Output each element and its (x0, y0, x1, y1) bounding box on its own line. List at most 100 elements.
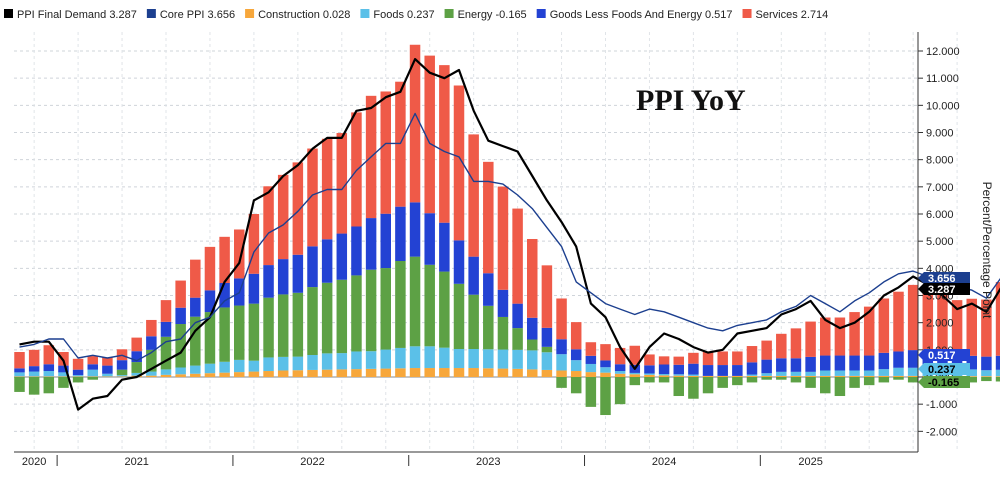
bar-construction-2024-08 (835, 376, 846, 377)
bar-services-2020-11 (175, 281, 186, 308)
y-axis-label: Percent/Percentage Point (980, 182, 994, 319)
bar-energy-2025-07 (996, 377, 1000, 381)
bar-construction-2022-12 (542, 370, 553, 377)
bar-goods-less-foods-and-energy-2022-03 (410, 202, 421, 256)
bar-goods-less-foods-and-energy-2021-02 (219, 283, 230, 307)
y-tick-label-8: 6.000 (926, 209, 954, 221)
bar-foods-2022-10 (512, 350, 523, 369)
bar-goods-less-foods-and-energy-2020-05 (88, 364, 99, 369)
bar-foods-2020-02 (44, 371, 55, 376)
bar-energy-2022-05 (439, 272, 450, 348)
bar-goods-less-foods-and-energy-2024-05 (791, 358, 802, 372)
bar-services-2024-01 (732, 351, 743, 365)
y-tick-label-1: -1.000 (926, 399, 957, 411)
year-label-2025: 2025 (798, 456, 822, 468)
bar-construction-2021-01 (205, 373, 216, 377)
bar-construction-2021-08 (307, 370, 318, 377)
y-tick-label-9: 7.000 (926, 182, 954, 194)
y-tick-label-11: 9.000 (926, 128, 954, 140)
legend-label-5: Goods Less Foods And Energy 0.517 (550, 9, 733, 21)
bar-services-2021-10 (337, 133, 348, 234)
bar-foods-2023-05 (615, 371, 626, 374)
bar-goods-less-foods-and-energy-2022-12 (542, 328, 553, 347)
bar-energy-2020-05 (88, 377, 99, 380)
bar-energy-2020-04 (73, 377, 84, 382)
bar-energy-2020-03 (58, 377, 68, 388)
bar-goods-less-foods-and-energy-2025-06 (981, 357, 992, 371)
bar-foods-2021-07 (293, 357, 304, 371)
bar-services-2022-07 (468, 134, 479, 256)
bar-energy-2022-10 (512, 328, 523, 350)
bar-energy-2023-10 (688, 377, 699, 399)
legend-swatch-4 (445, 9, 454, 18)
value-tag-3: 0.237 (918, 363, 970, 376)
bar-construction-2022-04 (424, 368, 435, 377)
bar-energy-2023-07 (644, 377, 655, 382)
bar-construction-2021-05 (263, 371, 274, 377)
bar-construction-2021-09 (322, 370, 333, 377)
bar-energy-2024-10 (864, 377, 875, 385)
bar-energy-2020-01 (29, 377, 40, 395)
bar-services-2019-12 (14, 352, 25, 368)
bar-goods-less-foods-and-energy-2024-10 (864, 356, 875, 371)
legend-swatch-1 (147, 9, 156, 18)
bar-energy-2024-04 (776, 377, 787, 380)
value-tag-4: -0.165 (918, 376, 970, 389)
y-tick-label-12: 10.000 (926, 100, 960, 112)
bar-services-2021-06 (278, 175, 289, 259)
bar-energy-2023-11 (703, 377, 714, 393)
bar-goods-less-foods-and-energy-2024-06 (805, 357, 816, 372)
bar-foods-2022-01 (381, 350, 392, 369)
bar-goods-less-foods-and-energy-2023-09 (674, 365, 685, 375)
bar-goods-less-foods-and-energy-2020-09 (146, 336, 157, 350)
bar-energy-2023-09 (674, 377, 685, 396)
bar-energy-2022-08 (483, 306, 494, 349)
bar-foods-2024-10 (864, 370, 875, 375)
bar-foods-2022-09 (498, 350, 509, 369)
bar-energy-2021-11 (351, 275, 362, 351)
bar-construction-2024-12 (893, 376, 904, 377)
bar-energy-2024-02 (747, 377, 758, 382)
bar-energy-2023-04 (600, 377, 611, 415)
bar-services-2025-05 (967, 299, 978, 356)
bar-foods-2025-07 (996, 370, 1000, 376)
bar-goods-less-foods-and-energy-2021-09 (322, 239, 333, 282)
bar-energy-2023-12 (717, 377, 728, 388)
bar-energy-2024-09 (849, 377, 860, 388)
bar-energy-2024-03 (761, 377, 772, 380)
bar-foods-2021-05 (263, 357, 274, 371)
bar-goods-less-foods-and-energy-2023-03 (586, 356, 597, 364)
bar-services-2020-08 (131, 338, 142, 352)
bar-foods-2023-06 (630, 373, 641, 374)
bar-energy-2022-01 (381, 268, 392, 350)
bar-construction-2022-08 (483, 368, 494, 377)
value-tag-2: 0.517 (918, 349, 970, 362)
bar-goods-less-foods-and-energy-2023-02 (571, 349, 582, 360)
bar-foods-2020-06 (102, 374, 113, 377)
bar-construction-2020-04 (73, 376, 84, 377)
bar-services-2021-01 (205, 247, 216, 290)
bar-goods-less-foods-and-energy-2022-01 (381, 214, 392, 268)
bar-services-2025-01 (908, 285, 919, 350)
bar-foods-2022-04 (424, 346, 435, 368)
bar-construction-2023-03 (586, 372, 597, 377)
bar-goods-less-foods-and-energy-2025-07 (996, 356, 1000, 370)
bar-construction-2023-10 (688, 376, 699, 377)
bar-construction-2020-09 (146, 376, 157, 377)
bar-construction-2024-04 (776, 376, 787, 377)
bar-construction-2023-08 (659, 375, 670, 377)
bar-foods-2021-09 (322, 353, 333, 369)
bar-energy-2024-06 (805, 377, 816, 388)
bar-construction-2024-10 (864, 376, 875, 377)
bar-goods-less-foods-and-energy-2023-08 (659, 365, 670, 375)
bar-energy-2022-07 (468, 295, 479, 349)
bar-construction-2022-05 (439, 368, 450, 377)
bar-construction-2022-02 (395, 368, 406, 377)
bar-services-2023-10 (688, 353, 699, 364)
bar-energy-2022-09 (498, 317, 509, 350)
bar-goods-less-foods-and-energy-2024-08 (835, 356, 846, 371)
bar-goods-less-foods-and-energy-2022-02 (395, 207, 406, 261)
bar-goods-less-foods-and-energy-2020-06 (102, 366, 113, 374)
